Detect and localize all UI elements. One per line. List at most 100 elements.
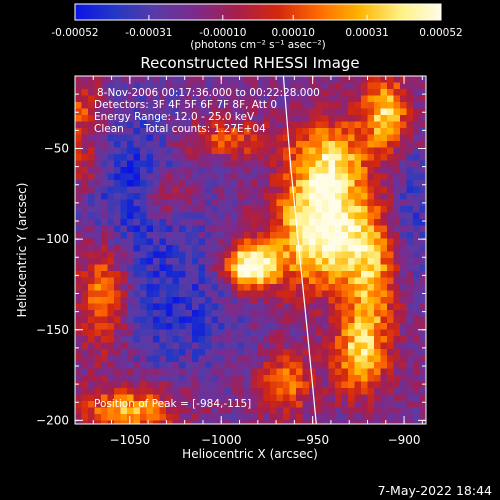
heatmap-cell — [374, 381, 381, 389]
heatmap-cell — [231, 323, 238, 330]
heatmap-cell — [263, 232, 271, 239]
heatmap-cell — [159, 238, 167, 246]
heatmap-cell — [354, 368, 362, 376]
heatmap-cell — [341, 323, 349, 330]
heatmap-cell — [322, 147, 329, 155]
heatmap-cell — [75, 401, 82, 408]
heatmap-cell — [244, 284, 251, 291]
heatmap-cell — [179, 394, 186, 402]
heatmap-cell — [361, 394, 368, 402]
heatmap-cell — [244, 180, 251, 187]
heatmap-cell — [322, 121, 329, 129]
heatmap-cell — [192, 407, 199, 415]
heatmap-cell — [218, 336, 225, 343]
heatmap-cell — [127, 173, 134, 181]
heatmap-cell — [211, 355, 219, 363]
heatmap-cell — [107, 381, 115, 389]
heatmap-cell — [361, 76, 368, 83]
heatmap-cell — [237, 323, 245, 330]
heatmap-cell — [218, 141, 225, 148]
heatmap-cell — [114, 89, 121, 96]
heatmap-cell — [270, 154, 277, 161]
heatmap-cell — [341, 95, 349, 103]
heatmap-cell — [270, 271, 277, 278]
heatmap-cell — [296, 173, 303, 181]
heatmap-cell — [81, 388, 89, 395]
heatmap-cell — [380, 258, 388, 265]
heatmap-cell — [114, 310, 121, 317]
heatmap-cell — [133, 76, 141, 83]
heatmap-cell — [127, 258, 134, 265]
heatmap-cell — [406, 310, 414, 317]
heatmap-cell — [231, 401, 238, 408]
heatmap-cell — [153, 232, 160, 239]
heatmap-cell — [237, 349, 245, 356]
heatmap-cell — [133, 245, 141, 252]
heatmap-cell — [374, 271, 381, 278]
heatmap-cell — [231, 375, 238, 382]
heatmap-cell — [257, 167, 264, 174]
heatmap-cell — [354, 121, 362, 129]
heatmap-cell — [374, 349, 381, 356]
heatmap-cell — [88, 284, 95, 291]
heatmap-cell — [419, 134, 426, 142]
heatmap-cell — [218, 199, 225, 207]
heatmap-cell — [361, 375, 368, 382]
heatmap-cell — [231, 336, 238, 343]
heatmap-cell — [322, 173, 329, 181]
heatmap-cell — [153, 76, 160, 83]
heatmap-cell — [400, 271, 407, 278]
heatmap-cell — [101, 128, 108, 135]
heatmap-cell — [406, 141, 414, 148]
heatmap-cell — [276, 316, 284, 324]
heatmap-cell — [107, 147, 115, 155]
heatmap-cell — [81, 102, 89, 109]
heatmap-cell — [387, 199, 394, 207]
heatmap-cell — [374, 232, 381, 239]
heatmap-cell — [250, 329, 258, 337]
heatmap-cell — [75, 89, 82, 96]
heatmap-cell — [283, 147, 290, 155]
heatmap-cell — [315, 368, 323, 376]
heatmap-cell — [283, 420, 290, 424]
heatmap-cell — [348, 381, 355, 389]
heatmap-cell — [250, 134, 258, 142]
heatmap-cell — [413, 407, 420, 415]
heatmap-cell — [400, 420, 407, 424]
heatmap-cell — [159, 420, 167, 424]
heatmap-cell — [374, 316, 381, 324]
heatmap-cell — [257, 95, 264, 103]
heatmap-cell — [159, 232, 167, 239]
heatmap-cell — [140, 128, 147, 135]
heatmap-cell — [413, 154, 420, 161]
heatmap-cell — [75, 284, 82, 291]
heatmap-cell — [120, 401, 128, 408]
heatmap-cell — [270, 297, 277, 304]
plot-frame — [74, 75, 427, 425]
heatmap-cell — [211, 121, 219, 129]
heatmap-cell — [296, 219, 303, 226]
heatmap-cell — [140, 355, 147, 363]
heatmap-cell — [341, 329, 349, 337]
heatmap-cell — [257, 147, 264, 155]
heatmap-cell — [276, 303, 284, 311]
heatmap-cell — [127, 141, 134, 148]
heatmap-cell — [348, 401, 355, 408]
heatmap-cell — [172, 232, 180, 239]
heatmap-cell — [400, 108, 407, 116]
heatmap-cell — [335, 238, 342, 246]
heatmap-cell — [270, 316, 277, 324]
heatmap-cell — [400, 154, 407, 161]
heatmap-cell — [419, 121, 426, 129]
heatmap-cell — [302, 225, 310, 233]
heatmap-cell — [322, 76, 329, 83]
heatmap-cell — [263, 316, 271, 324]
heatmap-cell — [237, 420, 245, 424]
heatmap-cell — [250, 277, 258, 285]
heatmap-cell — [361, 186, 368, 194]
heatmap-cell — [107, 407, 115, 415]
heatmap-cell — [263, 336, 271, 343]
heatmap-cell — [361, 147, 368, 155]
heatmap-cell — [237, 82, 245, 90]
heatmap-cell — [159, 297, 167, 304]
